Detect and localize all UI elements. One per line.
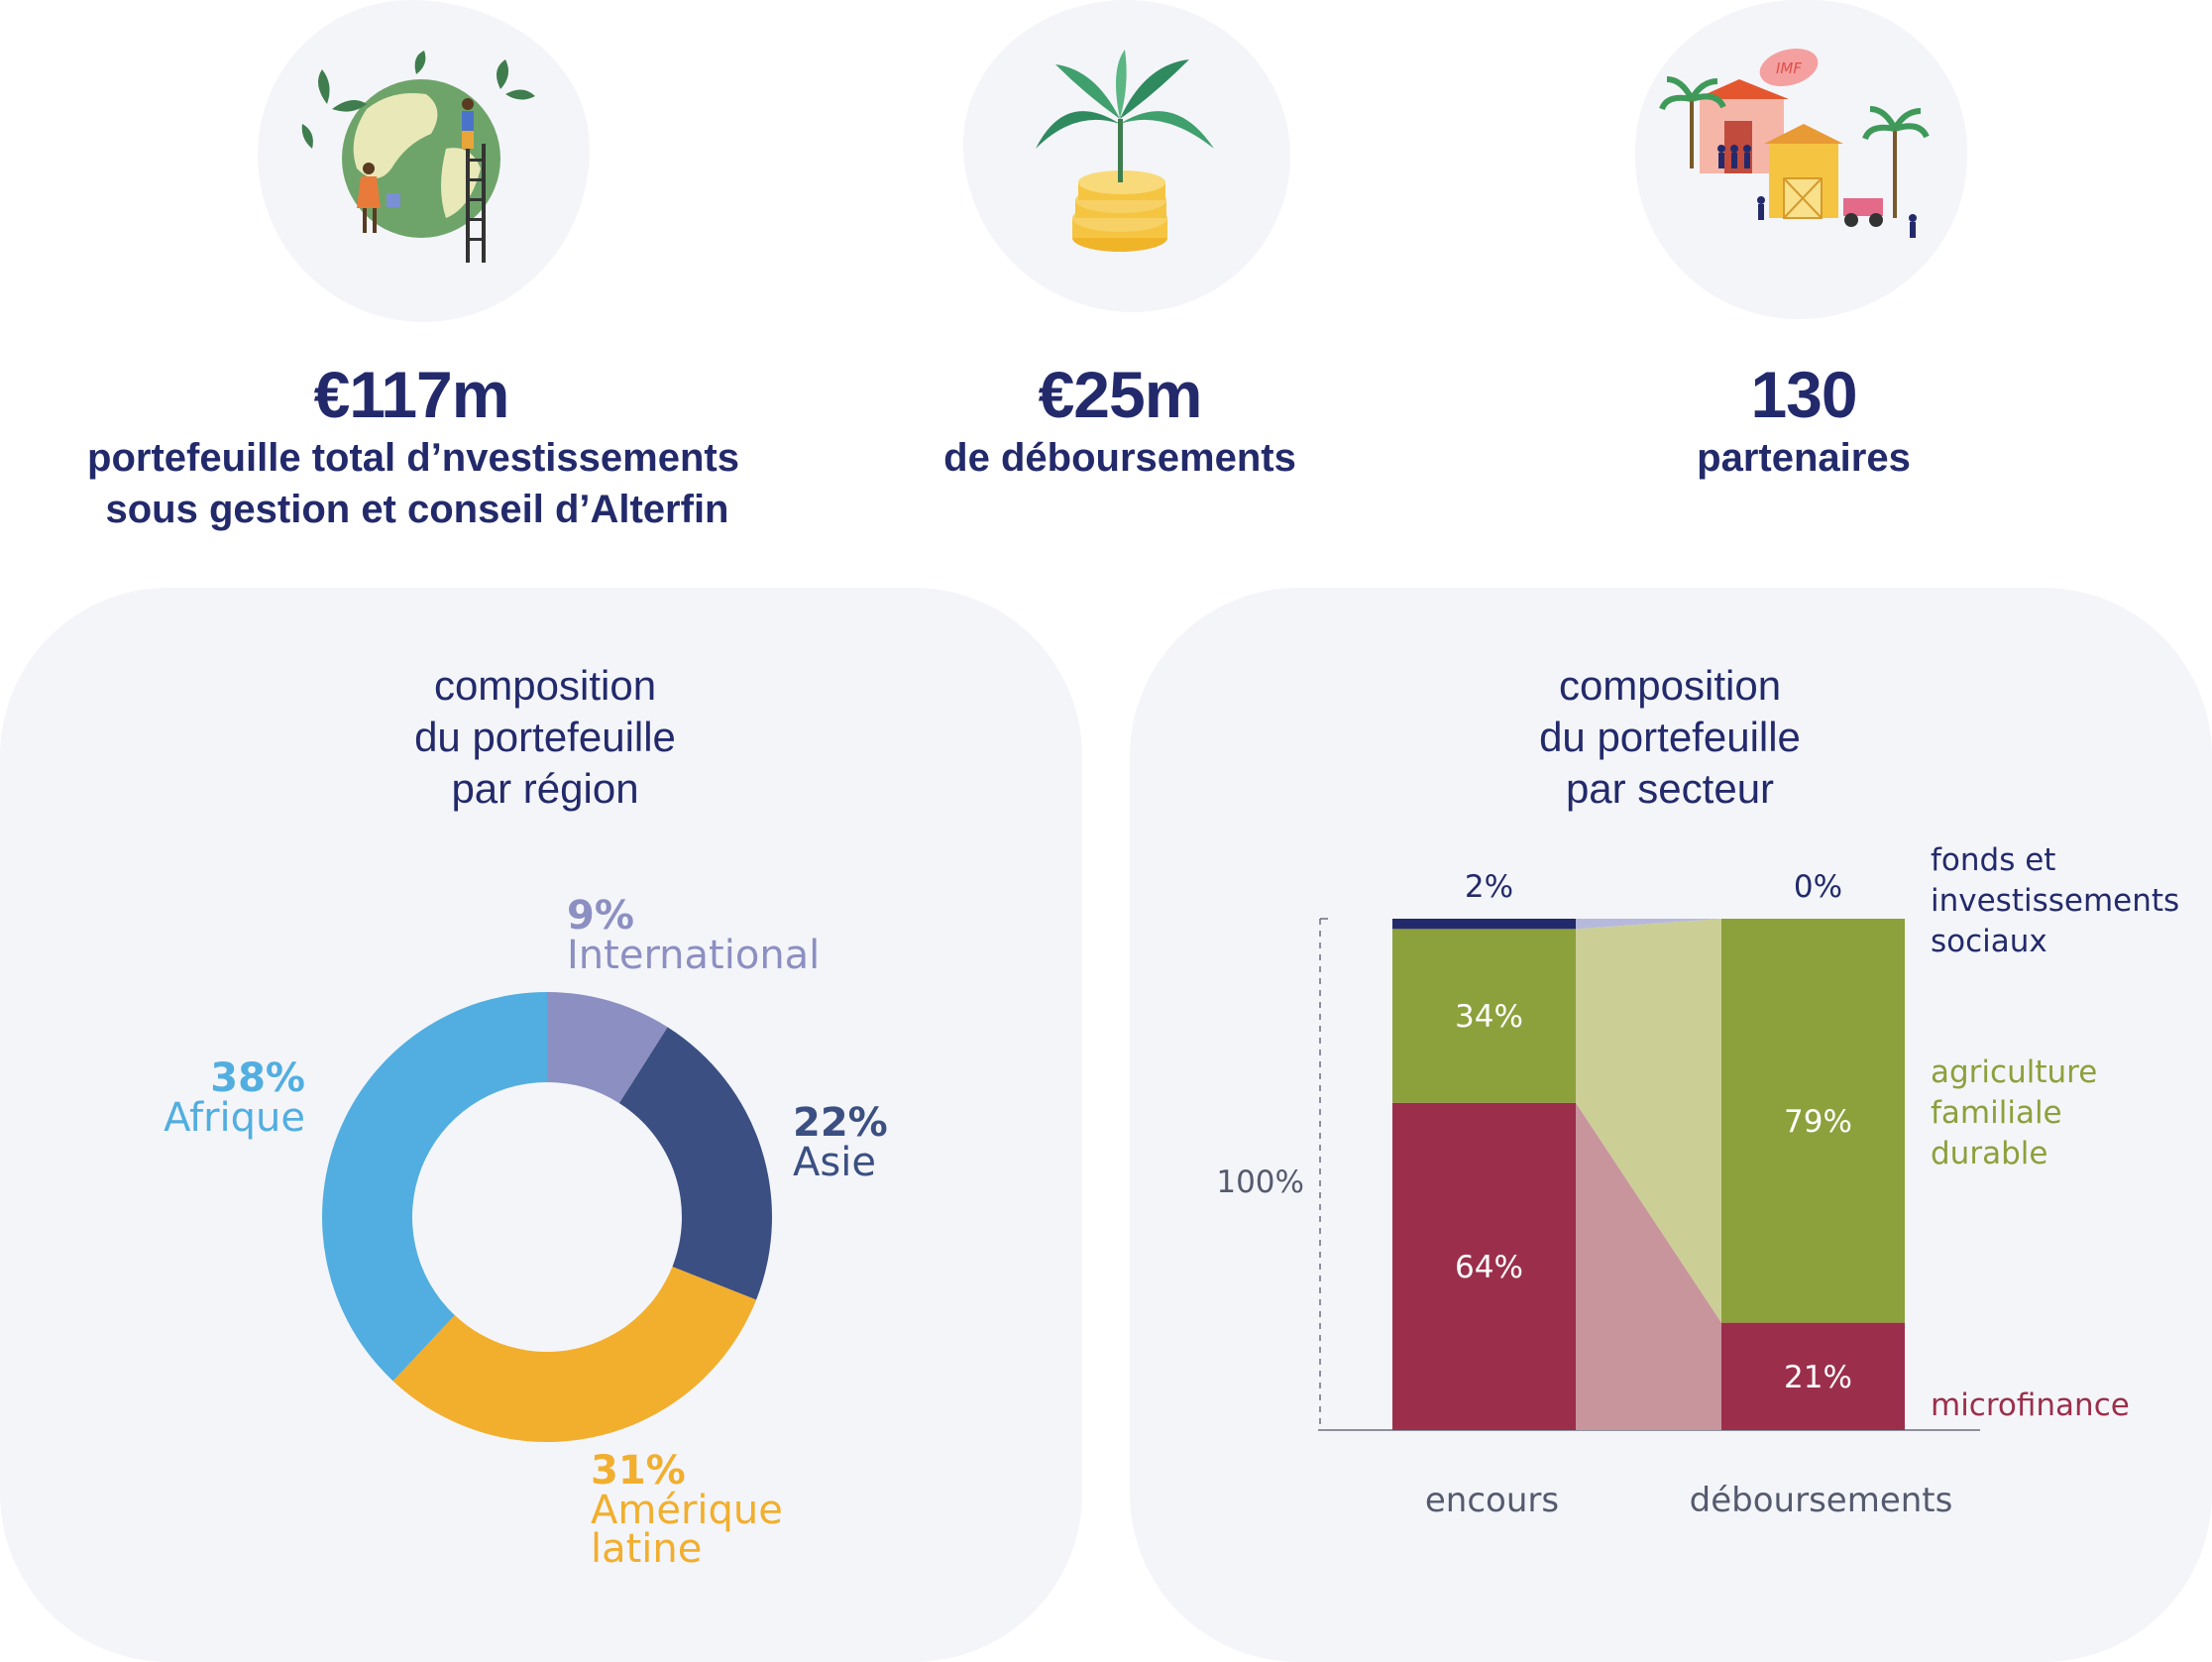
icon-blob-plant bbox=[963, 0, 1290, 312]
legend-label-agriculture-familiale-durable-2: familiale bbox=[1931, 1095, 2062, 1131]
bar-segment-agriculture-familiale-durable-deboursements bbox=[1721, 919, 1905, 1323]
legend-label-agriculture-familiale-durable-3: durable bbox=[1931, 1136, 2047, 1171]
bar-segment-microfinance-encours bbox=[1392, 1102, 1576, 1430]
kpi-portfolio-label-line2: sous gestion et conseil d’Alterfin bbox=[105, 488, 729, 531]
bar-value-label-agriculture-familiale-durable-deboursements: 79% bbox=[1784, 1104, 1852, 1140]
region-title-line1: composition bbox=[433, 662, 657, 709]
donut-slice-amerique-latine bbox=[392, 1267, 757, 1442]
donut-category-label-international: International bbox=[567, 933, 820, 978]
donut-category-label-afrique: Afrique bbox=[164, 1095, 305, 1141]
sector-title-line2: du portefeuille bbox=[1539, 714, 1801, 760]
donut-category-label-asie: Asie bbox=[793, 1140, 876, 1185]
legend-label-fonds-et-investissements-sociaux-1: fonds et bbox=[1931, 842, 2055, 878]
legend-label-agriculture-familiale-durable-1: agriculture bbox=[1931, 1054, 2097, 1090]
flow-band-agriculture-familiale-durable bbox=[1576, 919, 1721, 1323]
donut-category-label-amerique-latine-2: latine bbox=[591, 1526, 702, 1572]
legend-label-fonds-et-investissements-sociaux-3: sociaux bbox=[1931, 924, 2047, 959]
donut-value-label-international: 9% bbox=[567, 893, 634, 939]
kpi-disbursements-value: €25m bbox=[1038, 358, 1203, 431]
kpi-portfolio-label-line1: portefeuille total d’nvestissements bbox=[87, 436, 739, 480]
globe-gardeners-illustration bbox=[301, 51, 535, 263]
bar-segment-microfinance-deboursements bbox=[1721, 1322, 1905, 1430]
donut-value-label-asie: 22% bbox=[793, 1100, 888, 1146]
sector-title-line1: composition bbox=[1558, 662, 1782, 709]
kpi-partners-label: partenaires bbox=[1697, 436, 1911, 480]
kpi-partners-value: 130 bbox=[1750, 358, 1857, 431]
donut-slice-afrique bbox=[321, 992, 547, 1382]
region-title-line3: par région bbox=[451, 765, 639, 812]
donut-slice-international bbox=[547, 992, 668, 1104]
donut-value-label-amerique-latine: 31% bbox=[591, 1448, 686, 1494]
bar-value-label-microfinance-deboursements: 21% bbox=[1784, 1360, 1852, 1395]
donut-category-label-amerique-latine-1: Amérique bbox=[591, 1488, 783, 1533]
bar-value-label-fonds-et-investissements-sociaux-encours: 2% bbox=[1465, 869, 1513, 905]
sector-title-line3: par secteur bbox=[1565, 765, 1775, 812]
region-title-line2: du portefeuille bbox=[414, 714, 676, 760]
y-axis-label: 100% bbox=[1216, 1164, 1304, 1200]
flow-band-fonds-et-investissements-sociaux bbox=[1576, 919, 1721, 930]
plant-coins-illustration bbox=[1036, 50, 1214, 252]
village-imf-illustration: IMF bbox=[1659, 48, 1930, 238]
legend-label-fonds-et-investissements-sociaux-2: investissements bbox=[1931, 883, 2179, 919]
legend-label-microfinance: microfinance bbox=[1931, 1387, 2130, 1423]
kpi-disbursements-label: de déboursements bbox=[943, 436, 1296, 480]
bar-value-label-fonds-et-investissements-sociaux-deboursements: 0% bbox=[1794, 869, 1842, 905]
kpi-portfolio-value: €117m bbox=[313, 358, 510, 431]
donut-value-label-afrique: 38% bbox=[210, 1055, 305, 1101]
x-category-label-encours: encours bbox=[1425, 1481, 1559, 1520]
bar-segment-agriculture-familiale-durable-encours bbox=[1392, 929, 1576, 1103]
region-panel bbox=[0, 588, 1082, 1662]
imf-sign-text: IMF bbox=[1776, 59, 1802, 77]
flow-band-microfinance bbox=[1576, 1102, 1721, 1430]
bar-value-label-agriculture-familiale-durable-encours: 34% bbox=[1455, 999, 1523, 1035]
bar-segment-fonds-et-investissements-sociaux-encours bbox=[1392, 919, 1576, 930]
donut-slice-asie bbox=[618, 1027, 772, 1300]
x-category-label-deboursements: déboursements bbox=[1690, 1481, 1953, 1520]
bar-value-label-microfinance-encours: 64% bbox=[1455, 1250, 1523, 1285]
